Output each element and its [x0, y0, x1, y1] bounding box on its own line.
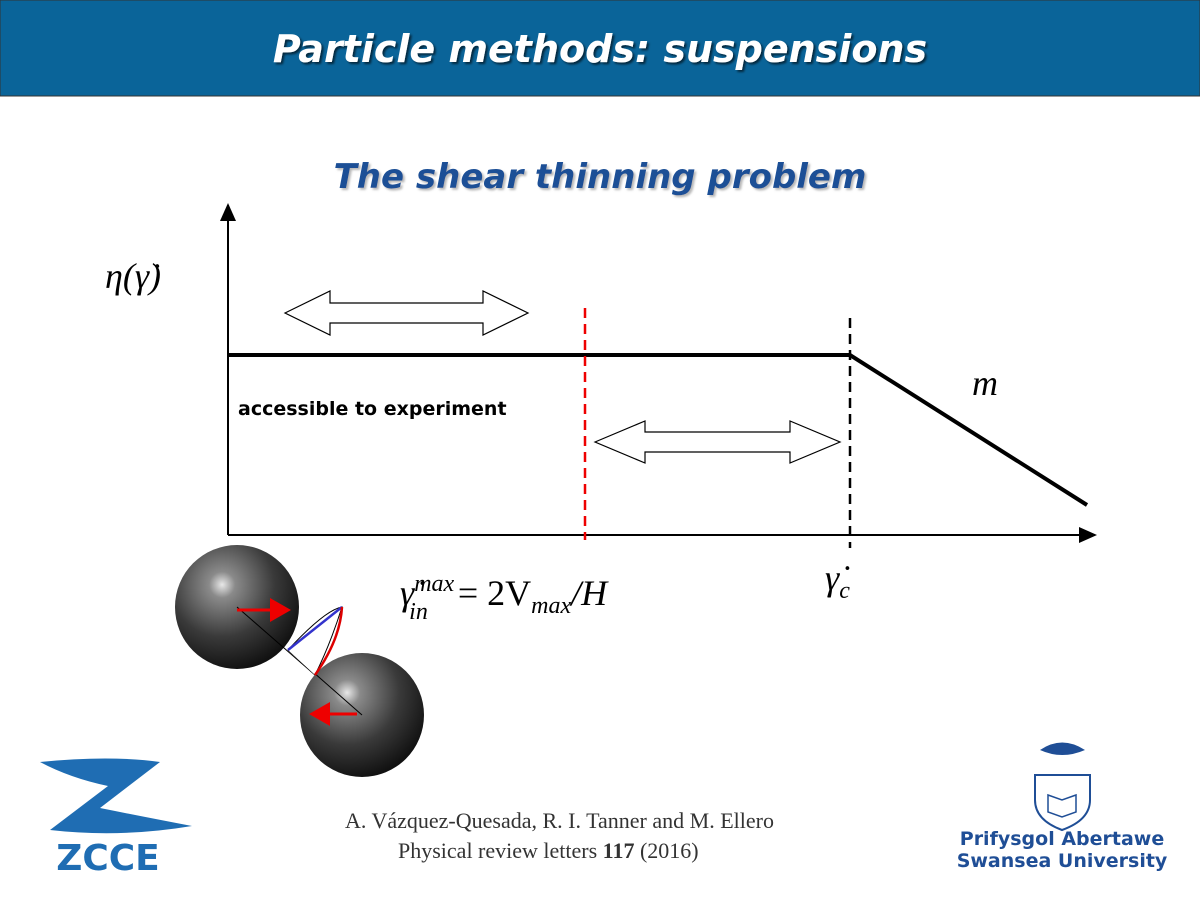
subtitle: The shear thinning problem: [334, 157, 867, 197]
radius-line: [236, 606, 316, 676]
double-arrow: [593, 420, 842, 464]
velocity-profile: [313, 606, 344, 676]
formula-part: = 2V: [458, 573, 531, 613]
crest: [1040, 742, 1085, 755]
citation-authors: A. Vázquez-Quesada, R. I. Tanner and M. …: [345, 808, 774, 833]
citation-part: Physical review letters: [398, 838, 597, 863]
logo-text: Prifysgol Abertawe: [960, 828, 1164, 850]
velocity-profile: [287, 606, 343, 651]
header-band: [0, 0, 1200, 97]
logo-text: Swansea University: [957, 850, 1168, 872]
citation-part: (2016): [640, 838, 699, 863]
citation-source: Physical review letters 117 (2016): [398, 838, 699, 863]
critical-part: c: [839, 578, 850, 604]
axes: [220, 203, 1097, 543]
zcce-logo: ZCCE: [40, 758, 192, 879]
formula-part: max: [531, 593, 571, 619]
logo-text: ZCCE: [56, 838, 160, 879]
slope-label: m: [972, 363, 998, 403]
swansea-logo: Prifysgol Abertawe Swansea University: [957, 742, 1168, 872]
citation-part: 117: [603, 838, 635, 863]
formula-part: max: [414, 571, 454, 597]
slide-title: Particle methods: suspensions: [273, 27, 927, 71]
region-label: accessible to experiment: [238, 398, 507, 420]
critical-rate-label: γ̇c: [825, 558, 850, 604]
formula: γ̇max in = 2Vmax/H: [400, 571, 609, 625]
book: [1047, 793, 1077, 818]
logo-mark: [40, 758, 192, 834]
double-arrow: [283, 290, 530, 336]
particles: [175, 545, 424, 777]
y-axis-label: η(γ̇): [105, 256, 161, 296]
formula-part: /H: [569, 573, 609, 613]
formula-part: in: [409, 599, 428, 625]
viscosity-curve: [228, 353, 1089, 507]
shield: [1034, 774, 1091, 832]
